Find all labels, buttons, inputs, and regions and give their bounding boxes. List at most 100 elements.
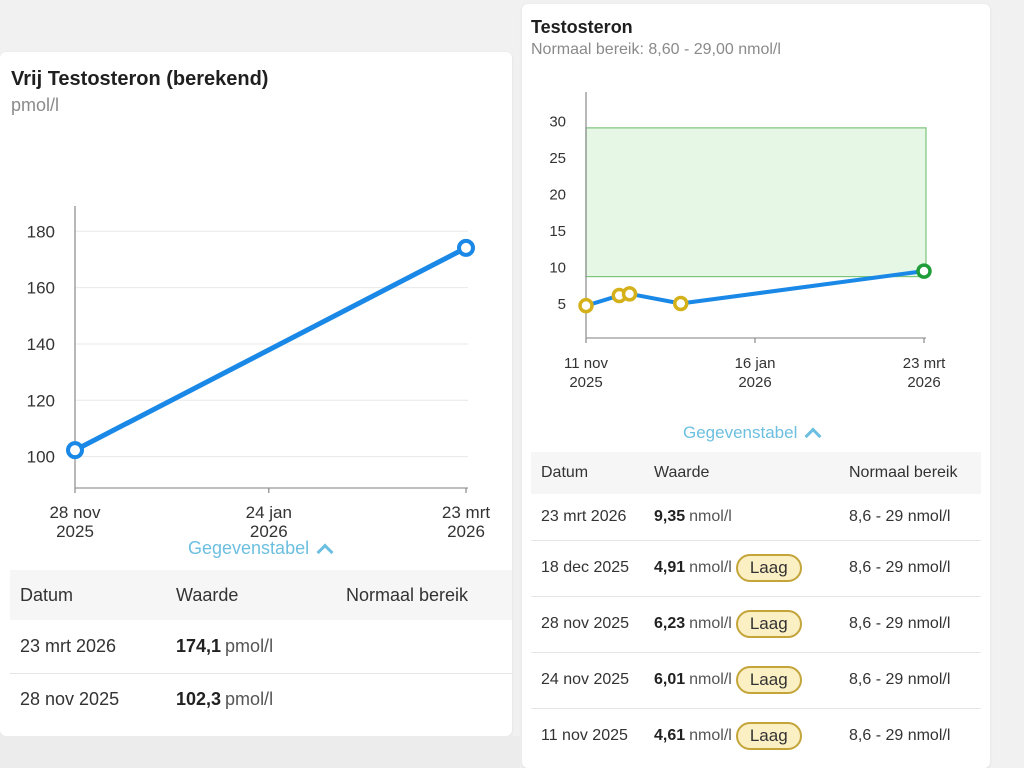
cell-range [336, 620, 512, 674]
cell-date: 11 nov 2025 [541, 727, 628, 745]
cell-date: 28 nov 2025 [531, 596, 644, 653]
cell-date: 23 mrt 2026 [531, 494, 644, 541]
column-header-value: Waarde [166, 570, 336, 620]
x-tick-label: 2026 [447, 522, 485, 541]
cell-value: 102,3 pmol/l [166, 673, 336, 726]
y-tick-label: 15 [549, 223, 566, 240]
value-number: 4,61 [654, 727, 686, 745]
y-tick-label: 120 [27, 391, 55, 410]
cell-date: 23 mrt 2026 [10, 620, 166, 674]
background-strip [0, 736, 520, 768]
data-point[interactable] [621, 286, 638, 302]
value-unit: nmol/l [689, 671, 732, 689]
cell-date: 24 nov 2025 [531, 652, 644, 709]
y-tick-label: 160 [27, 279, 55, 298]
cell-range: 8,6 - 29 nmol/l [839, 540, 981, 597]
x-tick-label: 2025 [569, 374, 602, 391]
data-table-toggle[interactable]: Gegevenstabel [683, 423, 822, 445]
value-unit: nmol/l [689, 507, 732, 525]
card-title: Testosteron [531, 17, 633, 37]
value-unit: pmol/l [225, 689, 274, 710]
x-tick-label: 24 jan [246, 503, 292, 522]
data-point[interactable] [672, 295, 689, 312]
y-tick-label: 180 [27, 222, 55, 241]
column-header-date: Datum [531, 452, 644, 494]
cell-value: 4,61 nmol/l Laag [644, 708, 839, 764]
free-testosterone-card: Vrij Testosteron (berekend) pmol/l 100 12… [0, 52, 512, 736]
x-tick-label: 2026 [738, 374, 771, 391]
toggle-label: Gegevenstabel [683, 423, 798, 442]
value-unit: nmol/l [689, 559, 732, 577]
cell-value: 9,35 nmol/l [644, 494, 839, 541]
card-title: Vrij Testosteron (berekend) [11, 68, 269, 90]
status-badge: Laag [735, 666, 802, 694]
table-header-row: Datum Waarde Normaal bereik [10, 570, 512, 620]
x-tick-label: 23 mrt [442, 503, 490, 522]
cell-range: 8,6 - 29 nmol/l [849, 727, 951, 745]
x-tick-label: 16 jan [735, 355, 776, 372]
data-table-toggle[interactable]: Gegevenstabel [188, 538, 334, 560]
cell-range: 8,6 - 29 nmol/l [839, 652, 981, 709]
x-tick-label: 2026 [250, 522, 288, 541]
data-point[interactable] [457, 238, 475, 257]
x-tick-label: 23 mrt [903, 355, 946, 372]
value-unit: pmol/l [225, 635, 274, 656]
toggle-label: Gegevenstabel [188, 538, 310, 558]
table-header-row: Datum Waarde Normaal bereik [531, 452, 981, 494]
value-unit: nmol/l [689, 615, 732, 633]
testosterone-card: Testosteron Normaal bereik: 8,60 - 29,00… [522, 4, 990, 768]
card-unit: pmol/l [11, 95, 60, 115]
y-tick-label: 140 [27, 335, 55, 354]
y-tick-label: 20 [549, 186, 566, 203]
chevron-up-icon [804, 427, 822, 445]
column-header-value: Waarde [644, 452, 839, 494]
column-header-range: Normaal bereik [839, 452, 981, 494]
data-table: Datum Waarde Normaal bereik 23 mrt 2026 1… [10, 570, 512, 726]
x-tick-label: 2026 [907, 374, 940, 391]
x-tick-label: 11 nov [564, 355, 608, 372]
column-header-date: Datum [10, 570, 166, 620]
value-number: 6,01 [654, 671, 686, 689]
table-row: 23 mrt 2026 174,1 pmol/l [10, 620, 512, 674]
table-row: 28 nov 2025 6,23 nmol/l Laag 8,6 - 29 nmol/l [531, 596, 981, 653]
cell-range [336, 673, 512, 726]
cell-value: 6,23 nmol/l Laag [644, 596, 839, 653]
y-tick-label: 5 [558, 296, 566, 313]
table-row: 23 mrt 2026 9,35 nmol/l 8,6 - 29 nmol/l [531, 494, 981, 541]
cell-date: 18 dec 2025 [531, 540, 644, 597]
value-number: 6,23 [654, 615, 686, 633]
data-point[interactable] [916, 263, 932, 279]
cell-range: 8,6 - 29 nmol/l [839, 494, 981, 541]
value-number: 4,91 [654, 559, 686, 577]
value-number: 9,35 [654, 507, 686, 525]
status-badge: Laag [735, 554, 802, 582]
data-table: Datum Waarde Normaal bereik 23 mrt 2026 9… [531, 452, 981, 764]
chevron-up-icon [316, 543, 334, 560]
value-number: 174,1 [176, 635, 222, 656]
series-line [73, 245, 468, 453]
value-unit: nmol/l [689, 727, 732, 745]
value-number: 102,3 [176, 689, 222, 710]
x-tick-label: 2025 [56, 522, 94, 541]
cell-value: 6,01 nmol/l Laag [644, 652, 839, 709]
cell-value: 4,91 nmol/l Laag [644, 540, 839, 597]
normal-range-band [585, 127, 927, 278]
status-badge: Laag [735, 722, 802, 751]
x-tick-label: 28 nov [49, 503, 101, 522]
table-row: 18 dec 2025 4,91 nmol/l Laag 8,6 - 29 nmol/l [531, 540, 981, 597]
status-badge: Laag [735, 610, 802, 638]
y-tick-label: 100 [27, 448, 55, 467]
table-row: 28 nov 2025 102,3 pmol/l [10, 673, 512, 726]
y-tick-label: 30 [549, 114, 566, 131]
column-header-range: Normaal bereik [336, 570, 512, 620]
data-point[interactable] [578, 297, 594, 314]
y-tick-label: 25 [549, 150, 566, 167]
table-row: 11 nov 2025 4,61 nmol/l Laag 8,6 - 29 nmol/l [531, 708, 981, 764]
cell-value: 174,1 pmol/l [166, 620, 336, 674]
data-point[interactable] [66, 441, 84, 460]
table-row: 24 nov 2025 6,01 nmol/l Laag 8,6 - 29 nmol/l [531, 652, 981, 709]
normal-range-subtitle: Normaal bereik: 8,60 - 29,00 nmol/l [531, 41, 781, 58]
cell-date: 28 nov 2025 [20, 689, 120, 710]
